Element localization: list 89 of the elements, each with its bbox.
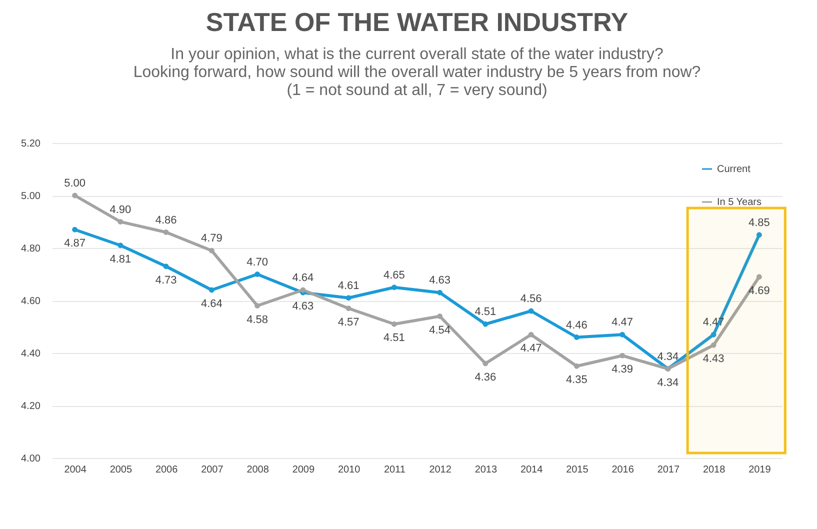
x-tick-label: 2004 xyxy=(64,464,87,476)
data-label: 4.51 xyxy=(383,332,405,344)
legend-label: Current xyxy=(717,164,751,175)
point xyxy=(574,363,580,369)
point xyxy=(528,332,534,338)
data-label: 4.69 xyxy=(748,284,770,297)
x-tick-label: 2010 xyxy=(338,464,361,476)
point xyxy=(208,287,214,293)
x-tick-label: 2015 xyxy=(566,464,589,476)
data-label: 4.43 xyxy=(702,353,724,366)
point xyxy=(254,303,260,308)
data-label: 4.35 xyxy=(566,374,588,386)
point xyxy=(620,352,626,358)
y-tick-label: 5.00 xyxy=(21,191,41,202)
x-tick-label: 2006 xyxy=(155,464,178,476)
data-label: 4.90 xyxy=(110,204,132,216)
x-tick-label: 2012 xyxy=(429,464,452,476)
x-tick-label: 2009 xyxy=(292,464,315,476)
y-tick-label: 5.20 xyxy=(21,138,41,150)
point xyxy=(437,314,443,319)
y-tick-label: 4.00 xyxy=(21,454,41,464)
y-tick-label: 4.60 xyxy=(21,296,41,307)
point xyxy=(482,360,488,366)
x-tick-label: 2014 xyxy=(520,464,544,476)
data-label: 4.70 xyxy=(246,256,268,268)
y-tick-label: 4.80 xyxy=(21,244,41,254)
point xyxy=(482,321,488,327)
data-label: 4.61 xyxy=(338,280,360,292)
data-label: 4.56 xyxy=(520,293,542,305)
point xyxy=(620,332,626,338)
data-label: 4.58 xyxy=(246,314,268,326)
point xyxy=(346,306,352,312)
point xyxy=(163,230,169,235)
point xyxy=(528,308,534,314)
data-label: 4.87 xyxy=(64,238,86,250)
x-tick-label: 2011 xyxy=(384,464,406,476)
data-label: 4.63 xyxy=(429,274,451,287)
data-label: 4.81 xyxy=(110,253,132,266)
point xyxy=(118,219,124,224)
legend-label: In 5 Years xyxy=(717,197,762,208)
point xyxy=(254,272,260,277)
data-label: 4.47 xyxy=(520,342,542,355)
data-label: 4.54 xyxy=(429,324,451,336)
data-label: 4.51 xyxy=(474,306,496,318)
text: In your opinion, what is the current overall state of the water industry? xyxy=(170,46,664,63)
data-label: 4.86 xyxy=(155,214,177,226)
data-label: 4.64 xyxy=(292,272,314,284)
x-tick-label: 2007 xyxy=(201,464,224,476)
point xyxy=(574,334,580,340)
data-label: 4.34 xyxy=(657,376,679,389)
x-tick-label: 2016 xyxy=(612,464,634,476)
point xyxy=(710,332,716,338)
point xyxy=(208,248,214,254)
data-label: 4.34 xyxy=(657,350,679,363)
data-label: 4.64 xyxy=(200,298,222,310)
point xyxy=(437,290,443,296)
data-label: 4.85 xyxy=(748,216,770,229)
point xyxy=(391,284,397,290)
point xyxy=(346,295,352,301)
data-label: 4.47 xyxy=(612,316,634,329)
point xyxy=(756,274,762,280)
data-label: 4.63 xyxy=(292,300,314,313)
data-label: 4.73 xyxy=(155,274,177,286)
x-tick-label: 2008 xyxy=(246,464,270,476)
point xyxy=(710,342,716,348)
x-tick-label: 2013 xyxy=(474,464,498,476)
y-tick-label: 4.40 xyxy=(21,348,41,360)
data-label: 5.00 xyxy=(64,178,86,190)
point xyxy=(163,264,169,270)
x-tick-label: 2005 xyxy=(110,464,132,476)
data-label: 4.79 xyxy=(200,232,222,245)
chart-title: STATE OF THE WATER INDUSTRY xyxy=(206,7,628,37)
data-label: 4.57 xyxy=(338,316,360,328)
point xyxy=(118,242,124,248)
point xyxy=(72,226,78,232)
x-tick-label: 2017 xyxy=(657,464,680,476)
data-label: 4.39 xyxy=(612,364,634,376)
y-tick-label: 4.20 xyxy=(21,401,41,412)
data-label: 4.65 xyxy=(383,269,405,282)
data-label: 4.36 xyxy=(474,372,496,384)
x-tick-label: 2018 xyxy=(702,464,726,476)
text: (1 = not sound at all, 7 = very sound) xyxy=(286,82,548,99)
data-label: 4.46 xyxy=(566,319,588,332)
point xyxy=(72,192,78,198)
point xyxy=(300,287,306,293)
text: Looking forward, how sound will the overall water industry be 5 years from now? xyxy=(133,64,701,81)
point xyxy=(756,232,762,238)
point xyxy=(391,321,397,327)
x-tick-label: 2019 xyxy=(748,464,772,476)
